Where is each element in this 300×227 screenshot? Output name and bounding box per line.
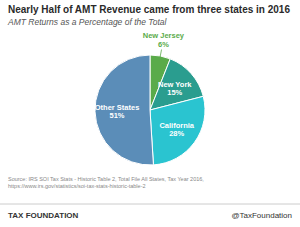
data-label: New Jersey6%	[143, 31, 185, 49]
data-label: California28%	[159, 121, 194, 139]
data-label: New York15%	[158, 80, 192, 98]
source-line: https://www.irs.gov/statistics/soi-tax-s…	[8, 183, 146, 189]
pie	[95, 55, 205, 165]
data-label-value: 51%	[110, 111, 125, 120]
data-labels: New Jersey6% New York15% California28% Othe…	[95, 31, 195, 138]
title: Nearly Half of AMT Revenue came from thr…	[8, 4, 290, 15]
data-label-value: 15%	[167, 88, 182, 97]
footer-right: @TaxFoundation	[231, 211, 292, 220]
leader-line	[158, 49, 161, 65]
footer-rule	[0, 204, 300, 205]
chart-container: Nearly Half of AMT Revenue came from thr…	[0, 0, 300, 227]
footer-left: TAX FOUNDATION	[8, 211, 79, 220]
data-label-value: 28%	[169, 129, 184, 138]
slice	[150, 96, 205, 165]
data-label-value: 6%	[158, 40, 169, 49]
subtitle: AMT Returns as a Percentage of the Total	[7, 17, 168, 27]
data-label: Other States51%	[95, 103, 140, 121]
source-line: Source: IRS SOI Tax Stats - Historic Tab…	[8, 176, 204, 182]
slice	[95, 55, 153, 165]
source-note: Source: IRS SOI Tax Stats - Historic Tab…	[8, 176, 204, 189]
chart-svg: Nearly Half of AMT Revenue came from thr…	[0, 0, 300, 227]
